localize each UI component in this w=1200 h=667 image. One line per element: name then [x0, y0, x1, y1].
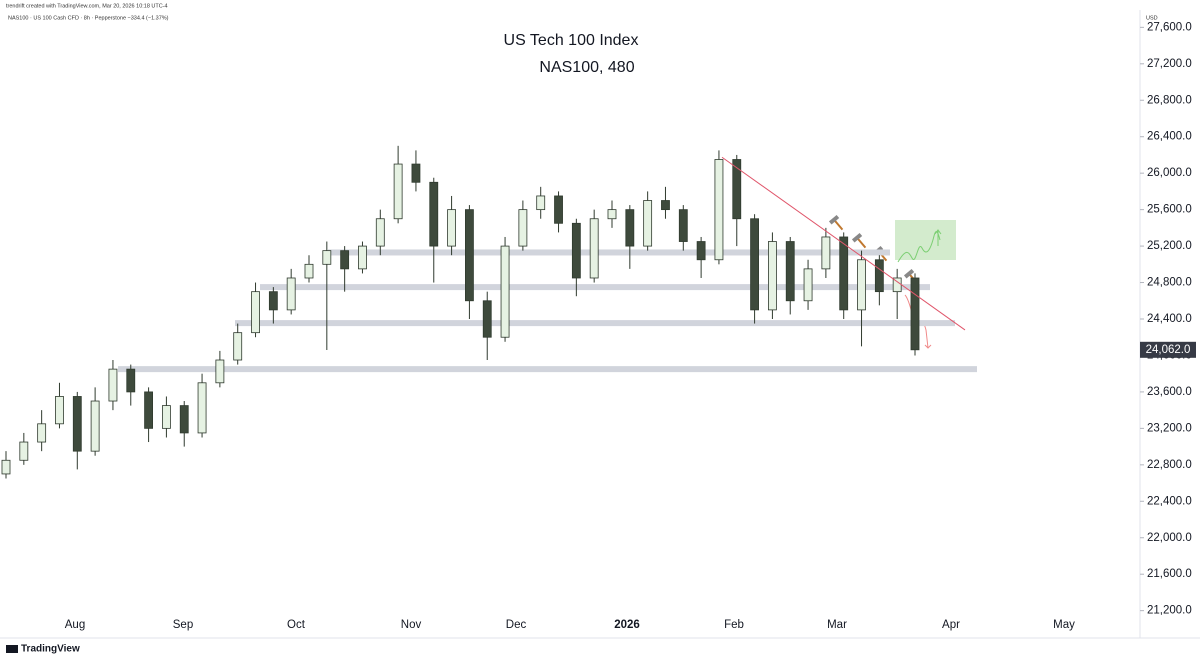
credit: trendrift created with TradingView.com, …: [6, 3, 168, 9]
y-tick-label: 24,800.0: [1147, 277, 1192, 289]
candle-body: [375, 218, 385, 247]
y-tick-label: 25,600.0: [1147, 204, 1192, 216]
y-tick-label: 27,600.0: [1147, 21, 1192, 33]
symbol-line: NAS100 · US 100 Cash CFD · 8h · Pepperst…: [8, 15, 169, 21]
y-tick-label: 26,000.0: [1147, 167, 1192, 179]
candle-body: [465, 209, 474, 302]
support-zone: [328, 249, 890, 256]
support-zone: [260, 284, 930, 291]
x-tick-label: 2026: [614, 619, 640, 631]
y-tick-label: 23,200.0: [1147, 422, 1192, 434]
logo-mark: [6, 645, 18, 653]
candle-body: [126, 368, 136, 393]
x-tick-label: Apr: [942, 619, 960, 631]
candle-body: [607, 209, 617, 220]
last-price-label: 24,062.0: [1146, 344, 1191, 356]
logo-text: TradingView: [21, 644, 80, 655]
candle-body: [589, 218, 599, 279]
y-tick-label: 21,200.0: [1147, 605, 1192, 617]
candle-body: [179, 405, 189, 434]
candle-body: [910, 277, 920, 351]
candle-body: [72, 396, 82, 452]
candle-body: [1, 459, 11, 475]
candle-body: [500, 245, 510, 338]
x-tick-label: Dec: [506, 619, 527, 631]
x-tick-label: Feb: [724, 619, 744, 631]
x-tick-label: Aug: [65, 619, 85, 631]
currency: USD: [1146, 15, 1158, 21]
last-price-box: [1140, 341, 1196, 358]
y-tick-label: 22,800.0: [1147, 459, 1192, 471]
y-tick-label: 24,400.0: [1147, 313, 1192, 325]
y-tick-label: 23,600.0: [1147, 386, 1192, 398]
y-tick-label: 21,600.0: [1147, 568, 1192, 580]
candle-body: [340, 250, 350, 270]
x-tick-label: Mar: [827, 619, 847, 631]
y-tick-label: 26,400.0: [1147, 131, 1192, 143]
support-zone: [235, 320, 955, 327]
candle-body: [839, 236, 849, 311]
candle-body: [678, 209, 688, 242]
candle-body: [554, 195, 563, 224]
candle-body: [197, 382, 207, 434]
candle-body: [304, 263, 314, 279]
candle-body: [696, 241, 706, 261]
candle-body: [643, 200, 653, 247]
projection-up-arrow: [934, 229, 942, 246]
candle-body: [536, 195, 546, 211]
y-tick-label: 22,400.0: [1147, 495, 1192, 507]
support-zones: [118, 249, 977, 373]
candle-body: [518, 209, 528, 247]
candle-body: [785, 241, 795, 302]
x-tick-label: Sep: [173, 619, 193, 631]
candle-body: [661, 200, 670, 211]
candle-body: [411, 163, 421, 183]
chart-title: US Tech 100 Index: [504, 32, 639, 49]
candle-body: [19, 441, 29, 461]
candle-body: [358, 245, 367, 270]
y-tick-label: 22,000.0: [1147, 532, 1192, 544]
candle-body: [447, 209, 456, 247]
candle-body: [874, 259, 884, 293]
chart-subtitle: NAS100, 480: [539, 59, 634, 76]
y-tick-label: 25,200.0: [1147, 240, 1192, 252]
candles: [1, 145, 920, 479]
candle-body: [37, 423, 47, 443]
candle-body: [286, 277, 296, 311]
x-tick-label: Nov: [401, 619, 422, 631]
candle-body: [857, 259, 866, 311]
candle-body: [251, 291, 260, 334]
candle-body: [803, 268, 813, 302]
candle-body: [768, 241, 777, 311]
candle-body: [732, 159, 742, 220]
candle-body: [55, 396, 64, 425]
support-zone: [118, 366, 977, 373]
candle-body: [162, 405, 171, 429]
candle-body: [233, 332, 243, 361]
candle-body: [625, 209, 635, 247]
candle-body: [750, 218, 759, 311]
x-tick-label: May: [1053, 619, 1075, 631]
candle-body: [268, 291, 278, 311]
trendline: [721, 156, 966, 331]
candle-body: [144, 391, 153, 429]
projection-up: [897, 231, 941, 263]
y-tick-label: 26,800.0: [1147, 94, 1192, 106]
candle-body: [571, 222, 581, 279]
candle-body: [429, 181, 439, 247]
x-tick-label: Oct: [287, 619, 306, 631]
candle-body: [322, 250, 332, 265]
candle-body: [215, 359, 225, 384]
candle-body: [90, 400, 100, 452]
candle-body: [393, 163, 403, 220]
candle-body: [108, 368, 118, 402]
y-tick-label: 27,200.0: [1147, 58, 1192, 70]
logo: TradingView: [6, 644, 80, 655]
candle-body: [821, 236, 831, 270]
candle-body: [714, 159, 724, 261]
candle-body: [482, 300, 492, 338]
